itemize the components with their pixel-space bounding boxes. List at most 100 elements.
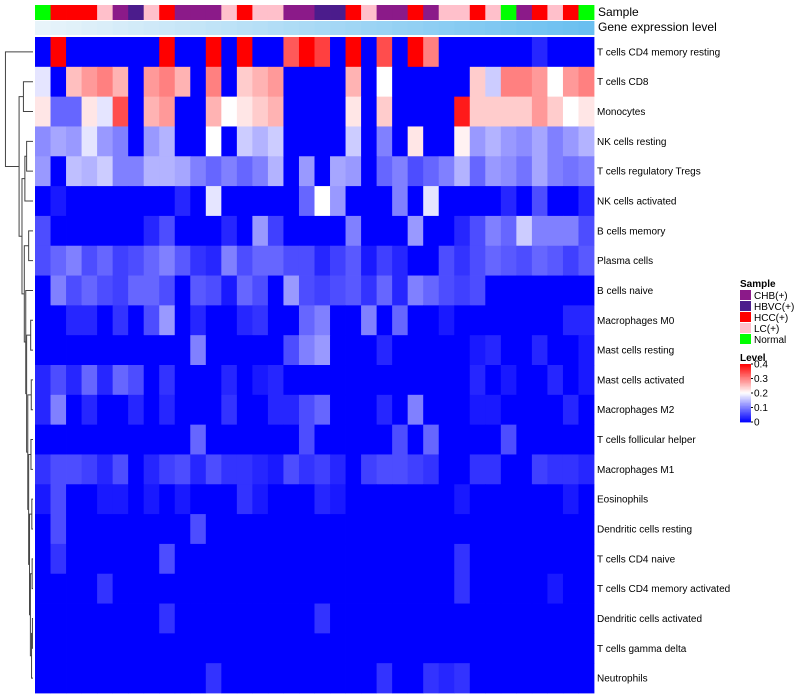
- heatmap-cell: [66, 37, 82, 68]
- heatmap-cell: [143, 603, 160, 634]
- heatmap-cell: [376, 156, 393, 187]
- heatmap-cell: [314, 215, 331, 247]
- heatmap-cell: [159, 663, 176, 694]
- heatmap-cell: [500, 66, 517, 98]
- heatmap-cell: [35, 186, 51, 217]
- level-legend-gradient-step: [740, 404, 751, 407]
- heatmap-cell: [283, 66, 300, 98]
- heatmap-cell: [485, 514, 502, 545]
- heatmap-cell: [500, 156, 517, 187]
- heatmap-cell: [66, 603, 82, 634]
- heatmap-cell: [252, 514, 269, 545]
- row-label: Macrophages M2: [597, 405, 675, 416]
- dendrogram-branch: [30, 379, 33, 411]
- sample-annotation-cell: [361, 5, 378, 20]
- heatmap-cell: [500, 394, 517, 426]
- sample-annotation-cell: [221, 5, 238, 20]
- heatmap-cell: [97, 633, 114, 664]
- heatmap-cell: [516, 126, 533, 157]
- heatmap-cell: [221, 543, 238, 575]
- heatmap-cell: [500, 424, 517, 455]
- heatmap-cell: [190, 663, 207, 694]
- heatmap-cell: [438, 126, 455, 157]
- heatmap-cell: [143, 365, 160, 396]
- sample-annotation-cell: [252, 5, 269, 20]
- level-legend-gradient-step: [740, 385, 751, 388]
- heatmap-cell: [97, 514, 114, 545]
- expression-annotation-cell: [112, 21, 129, 35]
- level-legend-gradient-step: [740, 366, 751, 369]
- expression-annotation-cell: [314, 21, 331, 35]
- heatmap-cell: [392, 663, 409, 694]
- heatmap-cell: [516, 96, 533, 127]
- heatmap-cell: [66, 215, 82, 247]
- heatmap-cell: [438, 454, 455, 485]
- heatmap-cell: [128, 394, 145, 426]
- heatmap-cell: [469, 543, 486, 575]
- heatmap-cell: [454, 514, 471, 545]
- heatmap-cell: [66, 514, 82, 545]
- heatmap-cell: [236, 37, 253, 68]
- heatmap-cell: [531, 215, 548, 247]
- level-legend-gradient-step: [740, 416, 751, 419]
- heatmap-cell: [159, 37, 176, 68]
- heatmap-cell: [236, 394, 253, 426]
- heatmap-cell: [547, 96, 564, 127]
- heatmap-cell: [205, 215, 222, 247]
- heatmap-cell: [392, 514, 409, 545]
- expression-annotation-cell: [35, 21, 51, 35]
- heatmap-cell: [500, 454, 517, 485]
- heatmap-cell: [531, 424, 548, 455]
- heatmap-cell: [485, 335, 502, 366]
- heatmap-cell: [562, 514, 579, 545]
- heatmap-cell: [562, 37, 579, 68]
- heatmap-cell: [143, 215, 160, 247]
- heatmap-cell: [454, 573, 471, 604]
- heatmap-cell: [252, 37, 269, 68]
- heatmap-cell: [376, 424, 393, 455]
- heatmap-cell: [376, 603, 393, 634]
- heatmap-cell: [578, 603, 595, 634]
- heatmap-cell: [578, 484, 595, 515]
- heatmap-cell: [143, 126, 160, 157]
- heatmap-cell: [236, 186, 253, 217]
- heatmap-cell: [236, 484, 253, 515]
- heatmap-cell: [50, 66, 67, 98]
- heatmap-cell: [50, 633, 67, 664]
- sample-annotation-cell: [174, 5, 191, 20]
- heatmap-cell: [174, 335, 191, 366]
- heatmap-cell: [97, 335, 114, 366]
- heatmap-cell: [236, 215, 253, 247]
- heatmap-cell: [438, 365, 455, 396]
- heatmap-cell: [469, 305, 486, 336]
- heatmap-cell: [81, 186, 98, 217]
- heatmap-cell: [485, 454, 502, 485]
- heatmap-cell: [392, 603, 409, 634]
- sample-legend-label: HBVC(+): [754, 302, 794, 313]
- row-label: B cells naive: [597, 286, 654, 297]
- heatmap-cell: [128, 454, 145, 485]
- heatmap-cell: [205, 126, 222, 157]
- heatmap-cell: [469, 66, 486, 98]
- expression-annotation-cell: [345, 21, 362, 35]
- heatmap-cell: [376, 37, 393, 68]
- heatmap-cell: [516, 215, 533, 247]
- row-label: Plasma cells: [597, 256, 653, 267]
- heatmap-cell: [423, 573, 440, 604]
- heatmap-cell: [361, 37, 378, 68]
- heatmap-cell: [376, 454, 393, 485]
- heatmap-cell: [190, 573, 207, 604]
- heatmap-cell: [330, 454, 346, 485]
- heatmap-cell: [361, 394, 378, 426]
- heatmap-cell: [407, 245, 424, 276]
- heatmap-cell: [267, 663, 284, 694]
- heatmap-cell: [81, 335, 98, 366]
- heatmap-cell: [345, 335, 362, 366]
- heatmap-cell: [298, 484, 315, 515]
- heatmap-cell: [345, 543, 362, 575]
- heatmap-cell: [252, 96, 269, 127]
- heatmap-cell: [314, 66, 331, 98]
- heatmap-cell: [159, 603, 176, 634]
- heatmap-cell: [500, 484, 517, 515]
- sample-legend-label: CHB(+): [754, 291, 788, 302]
